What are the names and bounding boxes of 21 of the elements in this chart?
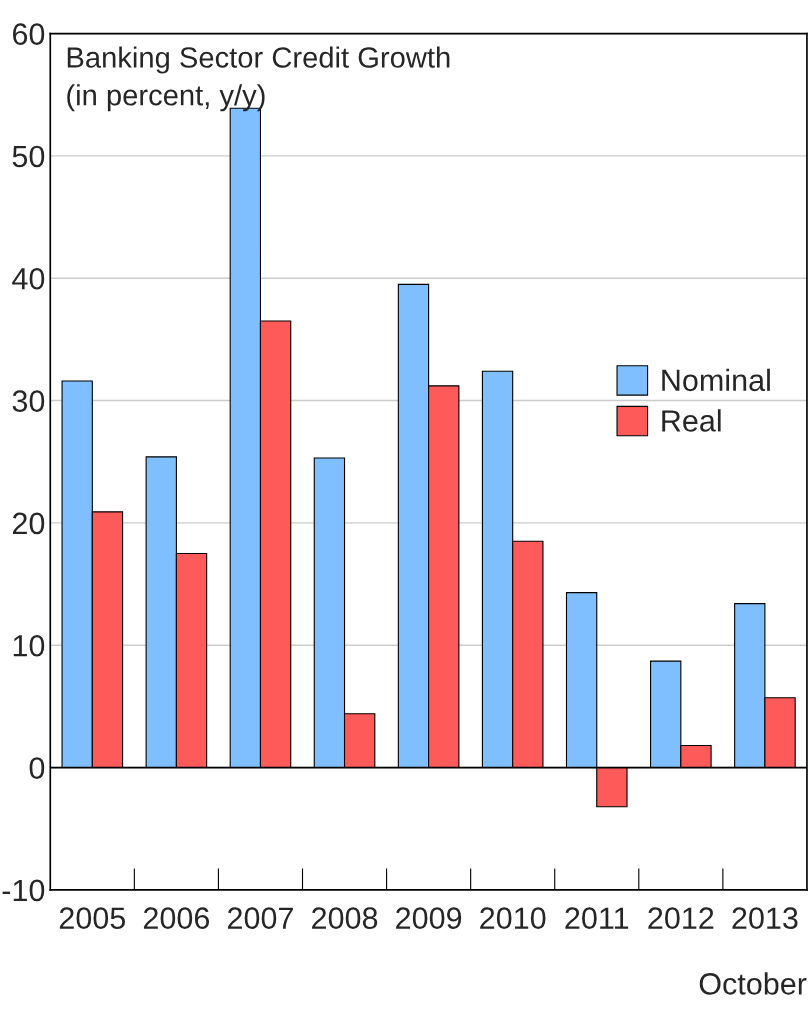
y-tick-label: 60 [12, 23, 45, 45]
x-tick-label: 2012 [648, 907, 714, 929]
text: Banking Sector Credit Growth (in percent, y/y) [67, 46, 450, 112]
y-tick-label: 40 [12, 267, 45, 290]
y-tick-label: 20 [12, 512, 45, 535]
y-tick-label: 30 [12, 390, 45, 412]
x-tick-label: 2010 [480, 907, 546, 929]
y-tick-label: 0 [29, 757, 45, 779]
x-tick-label: 2007 [228, 907, 293, 929]
x-tick-label: 2006 [143, 907, 210, 929]
legend-label: Real [662, 409, 721, 432]
x-tick-label: 2011 [565, 907, 629, 929]
y-tick-label: 10 [13, 634, 45, 657]
text: October [699, 972, 807, 995]
x-tick-label: 2013 [732, 907, 798, 929]
y-tick-label: -10 [2, 879, 45, 902]
x-tick-label: 2009 [396, 907, 462, 929]
legend-label: Nominal [662, 368, 770, 392]
y-tick-label: 50 [12, 145, 45, 168]
x-tick-label: 2005 [59, 907, 126, 929]
x-tick-label: 2008 [312, 907, 378, 929]
